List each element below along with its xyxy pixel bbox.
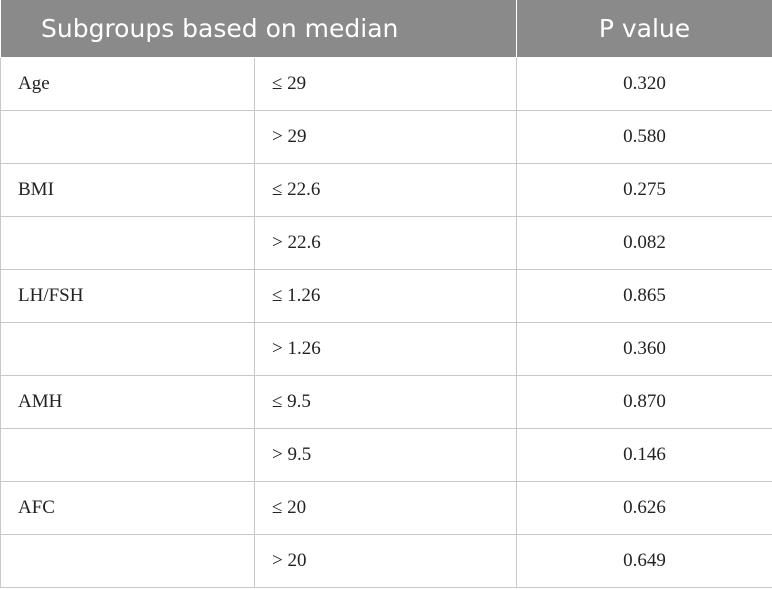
table-row: > 20 0.649 [0, 534, 772, 588]
table-row: Age ≤ 29 0.320 [0, 57, 772, 111]
header-row: Subgroups based on median P value [0, 0, 772, 58]
table-row: AMH ≤ 9.5 0.870 [0, 375, 772, 429]
pvalue-cell: 0.626 [516, 481, 772, 535]
pvalue-cell: 0.360 [516, 322, 772, 376]
table-row: BMI ≤ 22.6 0.275 [0, 163, 772, 217]
condition-cell: > 1.26 [254, 322, 517, 376]
variable-cell [0, 428, 255, 482]
pvalue-cell: 0.082 [516, 216, 772, 270]
table-row: > 22.6 0.082 [0, 216, 772, 270]
condition-cell: > 9.5 [254, 428, 517, 482]
condition-cell: ≤ 9.5 [254, 375, 517, 429]
table-row: > 1.26 0.360 [0, 322, 772, 376]
condition-cell: > 22.6 [254, 216, 517, 270]
variable-cell [0, 110, 255, 164]
condition-cell: ≤ 29 [254, 57, 517, 111]
variable-cell: AFC [0, 481, 255, 535]
pvalue-cell: 0.320 [516, 57, 772, 111]
variable-cell: BMI [0, 163, 255, 217]
variable-cell: AMH [0, 375, 255, 429]
subgroups-header: Subgroups based on median [0, 0, 517, 58]
pvalue-cell: 0.275 [516, 163, 772, 217]
pvalue-header: P value [516, 0, 772, 58]
table-row: LH/FSH ≤ 1.26 0.865 [0, 269, 772, 323]
variable-cell: Age [0, 57, 255, 111]
condition-cell: > 29 [254, 110, 517, 164]
pvalue-cell: 0.146 [516, 428, 772, 482]
pvalue-cell: 0.649 [516, 534, 772, 588]
table-header: Subgroups based on median P value [0, 0, 772, 58]
variable-cell: LH/FSH [0, 269, 255, 323]
pvalue-cell: 0.865 [516, 269, 772, 323]
table-row: > 9.5 0.146 [0, 428, 772, 482]
pvalue-cell: 0.580 [516, 110, 772, 164]
variable-cell [0, 216, 255, 270]
table-body: Age ≤ 29 0.320 > 29 0.580 BMI ≤ 22.6 0.2… [0, 57, 772, 588]
condition-cell: ≤ 22.6 [254, 163, 517, 217]
table-row: AFC ≤ 20 0.626 [0, 481, 772, 535]
variable-cell [0, 534, 255, 588]
table-row: > 29 0.580 [0, 110, 772, 164]
condition-cell: ≤ 20 [254, 481, 517, 535]
pvalue-cell: 0.870 [516, 375, 772, 429]
condition-cell: > 20 [254, 534, 517, 588]
variable-cell [0, 322, 255, 376]
condition-cell: ≤ 1.26 [254, 269, 517, 323]
